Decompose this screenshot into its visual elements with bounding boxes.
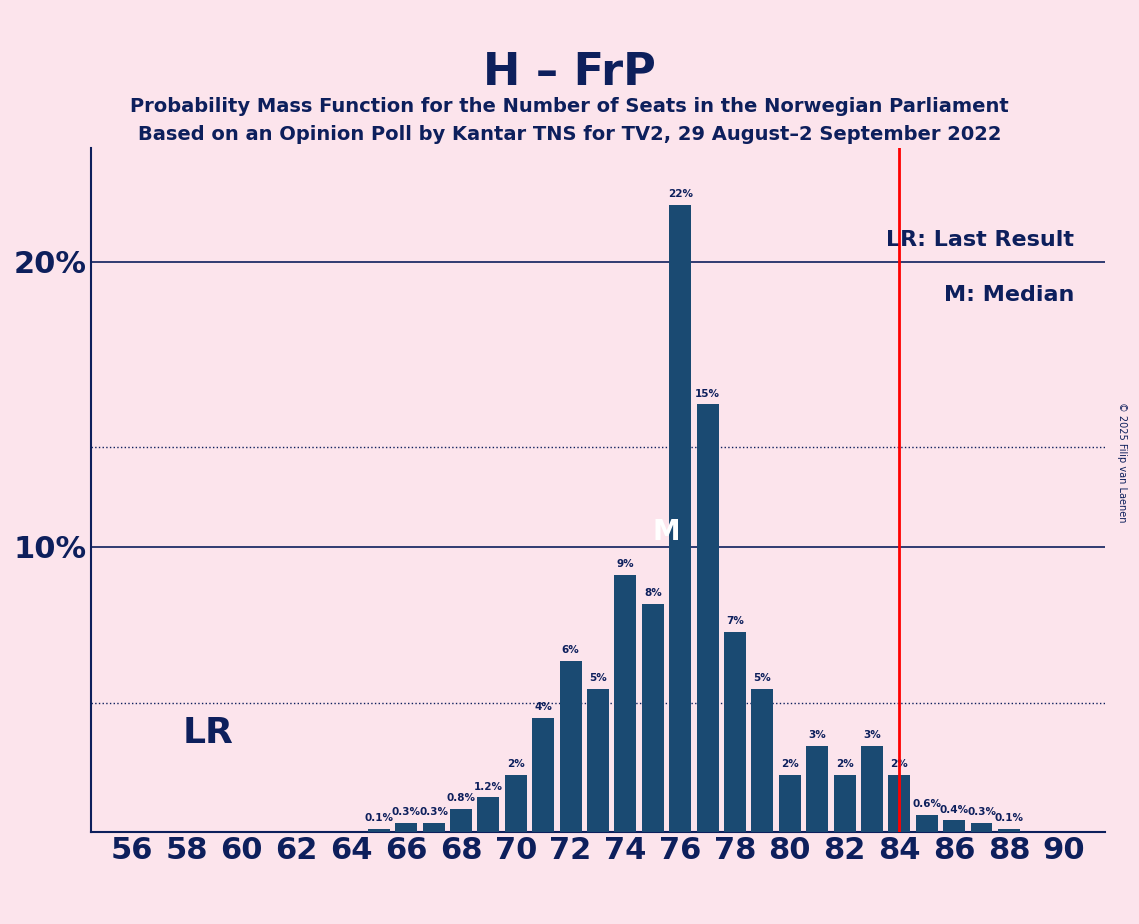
Text: 5%: 5% [589,674,607,684]
Bar [532,718,555,832]
Bar [587,689,609,832]
Text: 2%: 2% [891,759,908,769]
Bar [670,205,691,832]
Text: 0.8%: 0.8% [446,793,475,803]
Bar [943,821,965,832]
Bar [752,689,773,832]
Bar [614,575,637,832]
Text: 0.6%: 0.6% [912,799,941,808]
Bar [559,661,582,832]
Bar [998,829,1019,832]
Bar [779,774,801,832]
Text: 9%: 9% [616,560,634,569]
Bar [888,774,910,832]
Text: 3%: 3% [863,731,880,740]
Text: M: Median: M: Median [944,285,1074,305]
Text: Probability Mass Function for the Number of Seats in the Norwegian Parliament: Probability Mass Function for the Number… [130,97,1009,116]
Text: H – FrP: H – FrP [483,51,656,94]
Text: 0.3%: 0.3% [392,808,420,818]
Bar [834,774,855,832]
Bar [916,815,937,832]
Text: © 2025 Filip van Laenen: © 2025 Filip van Laenen [1117,402,1126,522]
Bar [970,823,992,832]
Text: 6%: 6% [562,645,580,655]
Text: 15%: 15% [695,389,720,398]
Text: 0.3%: 0.3% [419,808,448,818]
Text: M: M [653,518,680,546]
Text: 4%: 4% [534,702,552,711]
Bar [861,747,883,832]
Bar [450,808,472,832]
Bar [806,747,828,832]
Text: 0.3%: 0.3% [967,808,995,818]
Bar [724,632,746,832]
Text: 2%: 2% [836,759,853,769]
Text: 0.1%: 0.1% [364,813,393,823]
Bar [641,603,664,832]
Text: 0.4%: 0.4% [940,805,968,815]
Text: 8%: 8% [644,588,662,598]
Bar [395,823,417,832]
Bar [423,823,444,832]
Text: 1.2%: 1.2% [474,782,503,792]
Bar [505,774,526,832]
Text: Based on an Opinion Poll by Kantar TNS for TV2, 29 August–2 September 2022: Based on an Opinion Poll by Kantar TNS f… [138,125,1001,144]
Bar [368,829,390,832]
Bar [477,797,499,832]
Text: LR: LR [182,715,233,749]
Text: 2%: 2% [507,759,525,769]
Text: 22%: 22% [667,189,693,200]
Bar [697,405,719,832]
Text: 7%: 7% [726,616,744,626]
Text: 2%: 2% [781,759,798,769]
Text: 5%: 5% [754,674,771,684]
Text: LR: Last Result: LR: Last Result [886,230,1074,249]
Text: 3%: 3% [809,731,826,740]
Text: 0.1%: 0.1% [994,813,1024,823]
